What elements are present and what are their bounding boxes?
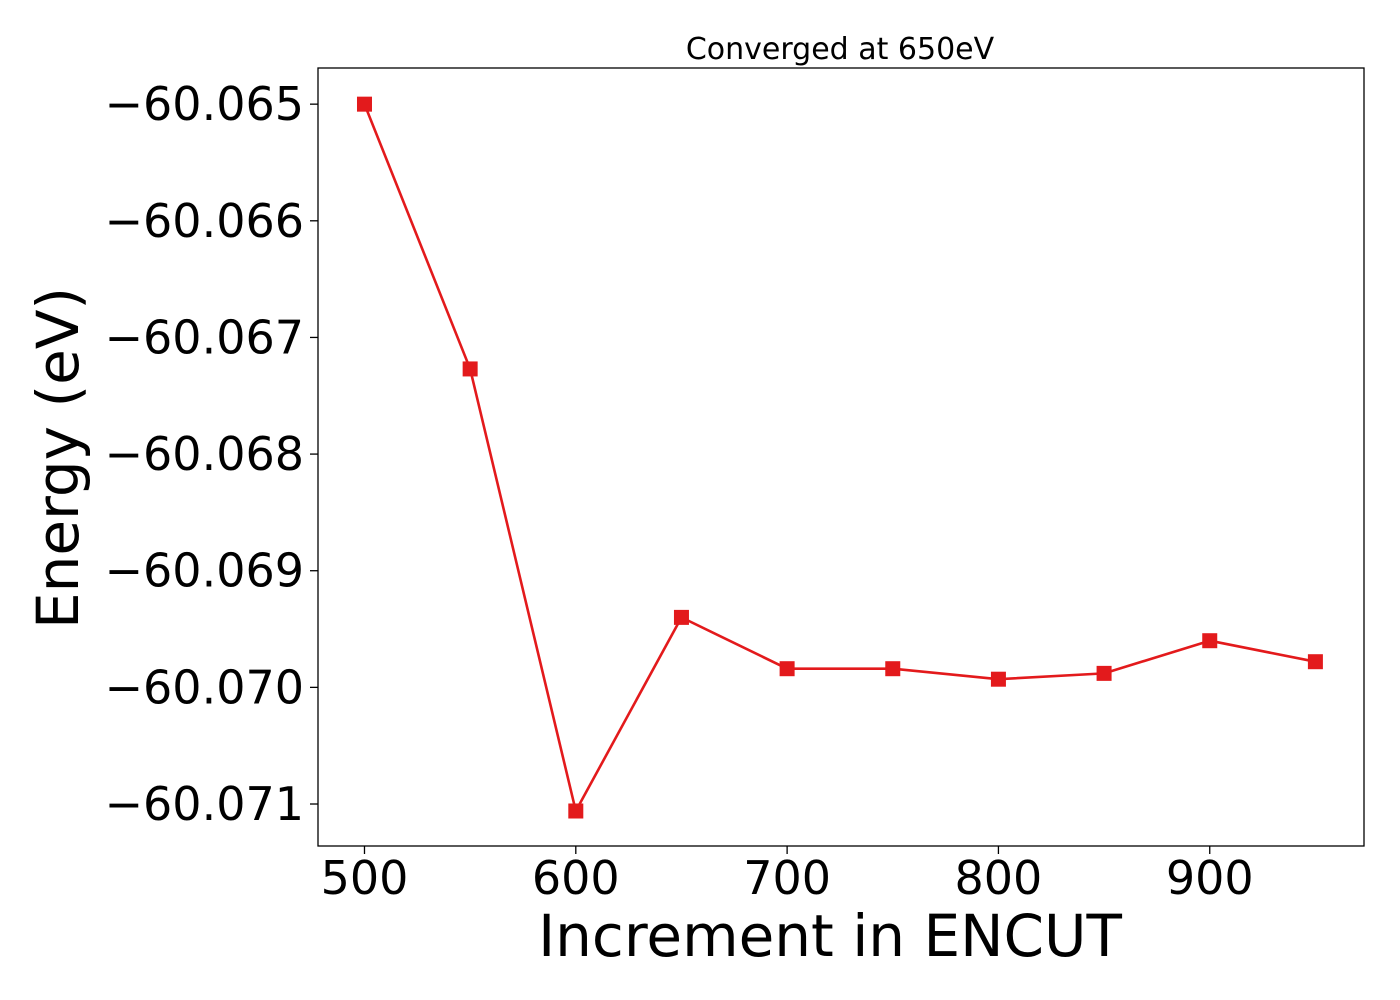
data-point-marker: [885, 661, 901, 677]
plot-area: [317, 67, 1365, 847]
y-tick-label: −60.067: [105, 310, 305, 364]
y-axis-label: Energy (eV): [24, 287, 92, 629]
y-tick-label: −60.070: [105, 660, 305, 714]
x-tick-label: 800: [955, 851, 1043, 905]
data-point-marker: [1096, 665, 1112, 681]
x-tick-label: 900: [1166, 851, 1254, 905]
series-layer: [356, 96, 1323, 819]
data-point-marker: [673, 609, 689, 625]
y-tick-label: −60.065: [105, 77, 305, 131]
chart-title: Converged at 650eV: [686, 32, 995, 67]
y-axis: −60.065 −60.066 −60.067 −60.068 −60.069 −60.0…: [105, 77, 318, 831]
data-point-marker: [1307, 654, 1323, 670]
y-tick-label: −60.066: [105, 194, 305, 248]
data-point-marker: [568, 803, 584, 819]
x-tick-label: 500: [321, 851, 409, 905]
data-point-marker: [990, 671, 1006, 687]
x-tick-label: 600: [532, 851, 620, 905]
x-axis-label: Increment in ENCUT: [538, 902, 1122, 970]
x-tick-label: 700: [743, 851, 831, 905]
plot-frame: [317, 67, 1365, 847]
series-line: [363, 103, 1316, 813]
y-tick-label: −60.071: [105, 777, 305, 831]
data-point-marker: [1202, 633, 1218, 649]
y-tick-label: −60.068: [105, 427, 305, 481]
y-tick-label: −60.069: [105, 544, 305, 598]
x-axis: 500 600 700 800 900: [321, 846, 1254, 905]
data-point-marker: [462, 361, 478, 377]
data-point-marker: [356, 96, 372, 112]
data-point-marker: [779, 661, 795, 677]
